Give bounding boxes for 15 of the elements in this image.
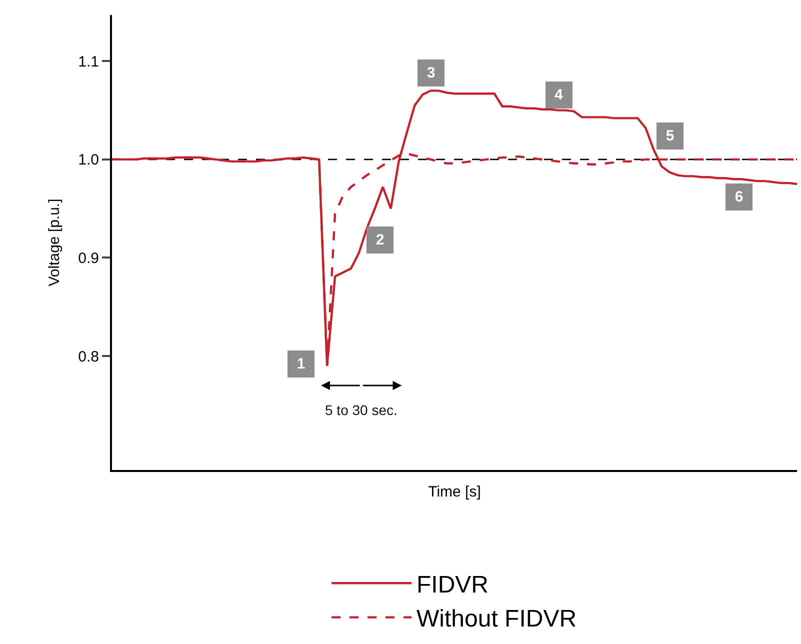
y-tick-label: 0.8 [78, 348, 99, 366]
annotation: 4 [554, 86, 564, 104]
legend-label: FIDVR [416, 571, 488, 598]
annotation: 6 [734, 188, 744, 206]
annotation: 5 [666, 128, 674, 144]
annotation: 2 [376, 232, 384, 248]
annotation: 5 to 30 sec. [325, 402, 398, 418]
y-tick-label: 0.9 [78, 250, 99, 267]
annotation: 3 [426, 64, 436, 82]
annotation: 1 [296, 356, 306, 372]
legend-label: Without FIDVR [416, 606, 577, 633]
y-tick-label: 1.1 [78, 53, 99, 70]
y-axis-title: Voltage [p.u.] [46, 198, 63, 286]
x-axis-title: Time [s] [428, 484, 481, 500]
y-tick-label: 1.0 [78, 152, 99, 169]
